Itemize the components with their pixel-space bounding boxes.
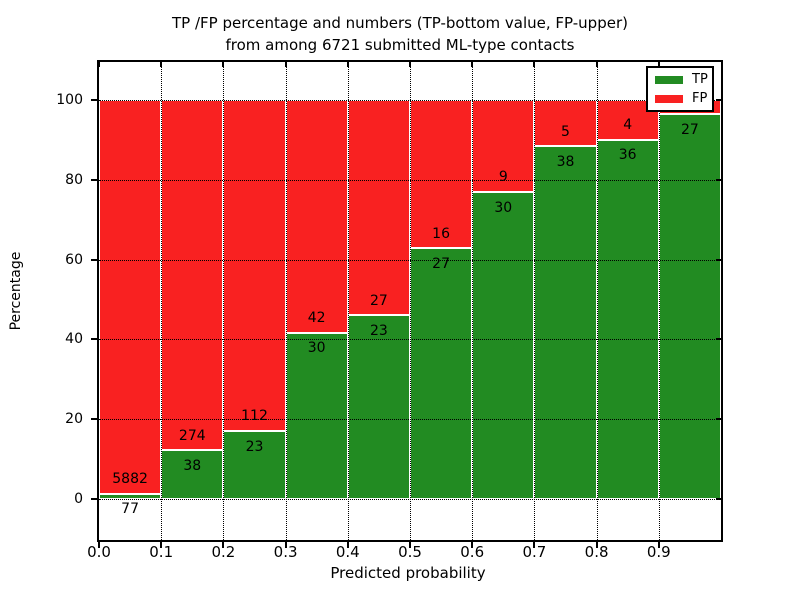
y-tick-mark [91,498,98,500]
bar-segment-fp [347,100,410,316]
bar-segment-fp [285,100,348,333]
x-tick-mark-top [284,62,287,67]
x-tick-mark-top [160,62,163,67]
chart-title: TP /FP percentage and numbers (TP-bottom… [0,12,800,56]
x-tick-label: 0.5 [398,543,422,561]
x-tick-mark-top [98,62,100,67]
x-tick-mark [471,541,474,548]
y-tick-label: 80 [65,171,83,188]
tp-legend-swatch [655,75,683,84]
x-tick-mark [346,541,349,548]
bar-segment-tp [223,431,286,499]
y-axis-label: Percentage [8,251,24,331]
x-tick-mark-top [595,62,598,67]
bar-segment-fp [410,100,473,249]
x-tick-mark-top [222,62,225,67]
bar-segment-fp [161,100,224,451]
y-tick-mark [91,338,98,341]
y-tick-label: 0 [74,491,83,507]
x-tick-label: 0.3 [273,543,298,561]
y-tick-mark-right [716,258,721,261]
y-tick-mark-right [716,338,721,341]
y-tick-mark-right [716,178,721,181]
y-tick-label: 40 [65,331,83,348]
x-tick-mark-top [346,62,349,67]
bars-layer [99,62,721,540]
x-tick-label: 0.4 [335,543,360,561]
bar-segment-tp [596,139,659,499]
x-tick-label: 0.0 [87,543,111,561]
legend-item-fp: FP [655,91,708,106]
x-tick-mark [409,541,411,548]
y-tick-label: 20 [65,411,83,428]
x-tick-label: 0.9 [646,543,671,561]
x-tick-mark [222,541,225,548]
chart-title-line2: from among 6721 submitted ML-type contac… [225,36,575,54]
y-tick-label: 100 [56,92,83,108]
chart-title-line1: TP /FP percentage and numbers (TP-bottom… [172,14,628,32]
x-tick-label: 0.6 [460,543,485,561]
tp-legend-label: TP [692,72,708,87]
bar-segment-tp [99,493,162,499]
x-tick-mark-top [533,62,536,67]
legend-item-tp: TP [655,72,708,87]
x-tick-mark [595,541,598,548]
bar-segment-tp [285,332,348,499]
y-tick-mark [91,178,98,181]
bar-segment-tp [658,114,721,499]
y-tick-mark [91,418,98,421]
x-tick-mark-top [409,62,411,67]
legend: TP FP [646,66,714,112]
x-tick-mark [160,541,163,548]
x-tick-mark [533,541,536,548]
x-tick-mark [98,541,100,548]
bar-segment-tp [534,146,597,499]
plot-area: 77 5882 38 274 23 112 30 42 23 27 27 16 30 9 38 5 36 4 27 [91,60,723,548]
x-axis-label: Predicted probability [330,564,486,582]
x-tick-mark [284,541,287,548]
y-tick-label: 60 [65,251,83,268]
x-tick-label: 0.2 [211,543,236,561]
x-tick-label: 0.7 [522,543,547,561]
x-tick-mark [657,541,660,548]
x-tick-mark-top [471,62,474,67]
bar-segment-tp [347,315,410,499]
x-tick-label: 0.1 [149,543,174,561]
bar-segment-fp [472,100,535,193]
y-tick-mark [91,99,98,101]
fp-legend-label: FP [692,91,708,106]
y-tick-mark-right [716,418,721,421]
bar-segment-fp [99,100,162,494]
y-tick-mark-right [716,498,721,500]
x-tick-label: 0.8 [584,543,609,561]
tick-marks-layer [91,62,721,548]
y-tick-mark [91,258,98,261]
y-tick-mark-right [716,99,721,101]
fp-legend-swatch [655,94,683,103]
